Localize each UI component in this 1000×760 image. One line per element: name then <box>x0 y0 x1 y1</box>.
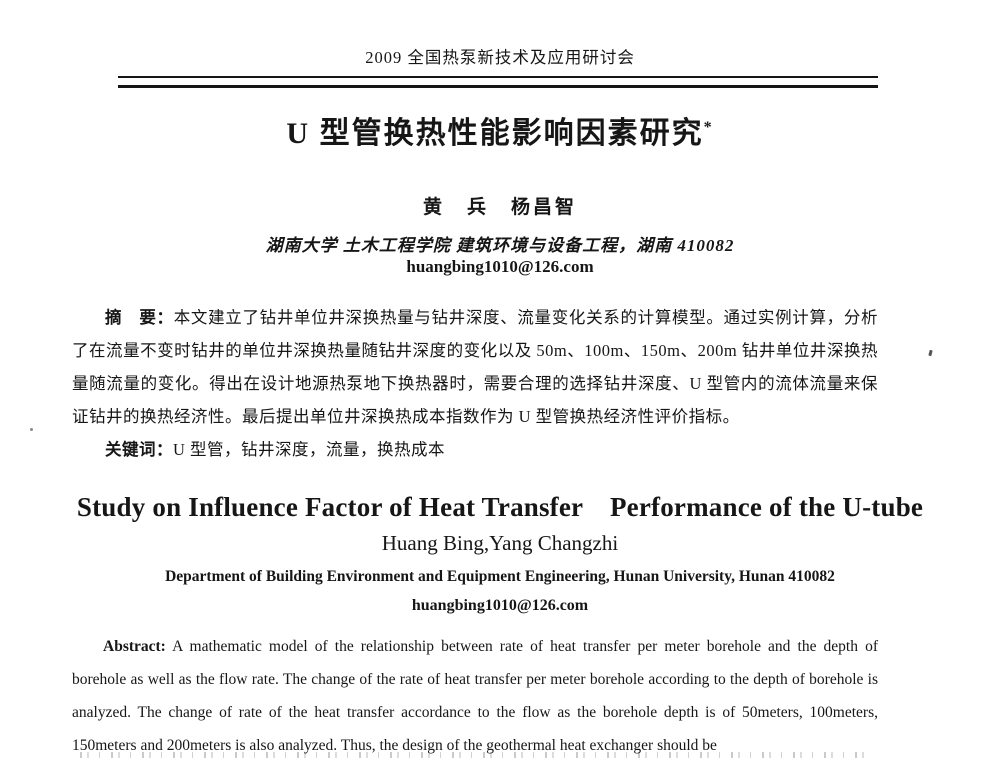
header-double-rule <box>118 76 878 88</box>
paper-title-cn: U 型管换热性能影响因素研究* <box>0 108 1000 152</box>
abstract-en-paragraph: Abstract: A mathematic model of the rela… <box>72 630 878 760</box>
keywords-cn-paragraph: 关键词：U 型管，钻井深度，流量，换热成本 <box>72 433 878 466</box>
cutoff-text-line-tops <box>80 752 870 758</box>
abstract-cn-paragraph: 摘 要：本文建立了钻井单位井深换热量与钻井深度、流量变化关系的计算模型。通过实例… <box>72 301 878 433</box>
email-en: huangbing1010@126.com <box>411 597 589 614</box>
affiliation-en: Department of Building Environment and E… <box>165 568 835 585</box>
abstract-en-text: A mathematic model of the relationship b… <box>72 638 878 754</box>
authors-en: Huang Bing,Yang Changzhi <box>381 531 619 555</box>
abstract-en-block: Abstract: A mathematic model of the rela… <box>72 630 878 760</box>
abstract-cn-label: 摘 要： <box>105 308 174 327</box>
keywords-cn-text: U 型管，钻井深度，流量，换热成本 <box>173 440 446 459</box>
affiliation-cn: 湖南大学 土木工程学院 建筑环境与设备工程，湖南 410082 <box>265 236 735 255</box>
abstract-cn-block: 摘 要：本文建立了钻井单位井深换热量与钻井深度、流量变化关系的计算模型。通过实例… <box>72 301 878 466</box>
title-footnote-asterisk: * <box>703 119 714 136</box>
paper-title-cn-text: U 型管换热性能影响因素研究 <box>286 117 704 150</box>
authors-cn: 黄 兵 杨昌智 <box>422 197 577 218</box>
keywords-cn-label: 关键词： <box>105 440 173 459</box>
conference-header: 2009 全国热泵新技术及应用研讨会 <box>365 48 635 67</box>
scan-artifact-speck <box>928 349 933 357</box>
scan-artifact-dot <box>30 428 33 431</box>
abstract-cn-text: 本文建立了钻井单位井深换热量与钻井深度、流量变化关系的计算模型。通过实例计算，分… <box>72 308 879 426</box>
abstract-en-label: Abstract: <box>103 638 166 655</box>
email-cn: huangbing1010@126.com <box>406 257 594 276</box>
paper-title-en: Study on Influence Factor of Heat Transf… <box>76 492 924 522</box>
